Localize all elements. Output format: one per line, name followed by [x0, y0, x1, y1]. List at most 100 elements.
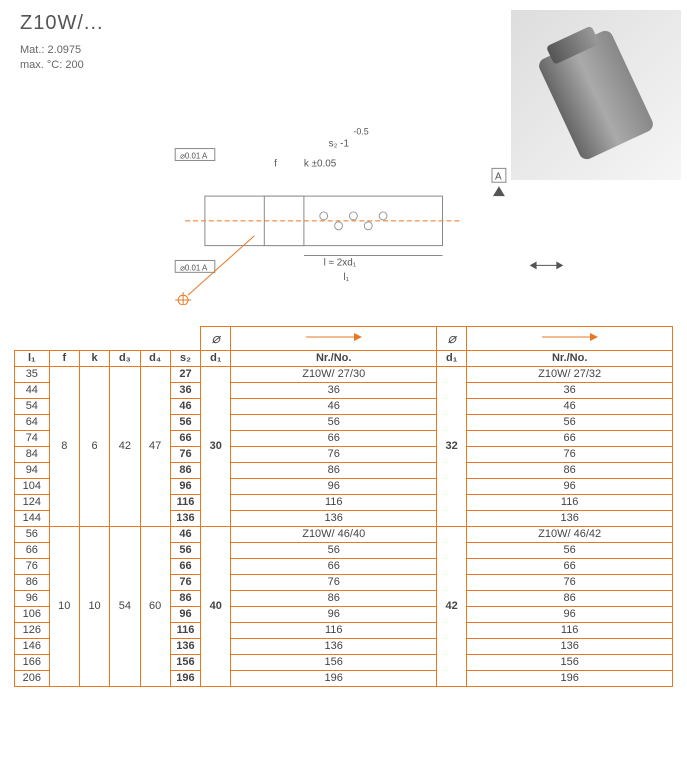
- cell-f: 10: [49, 526, 79, 686]
- svg-text:-0.5: -0.5: [353, 127, 368, 137]
- cell-d4: 47: [140, 366, 170, 526]
- max-temp-label: max. °C:: [20, 59, 62, 71]
- cell-s2: 66: [170, 430, 200, 446]
- col-header: d₄: [140, 350, 170, 366]
- cell-nra: 156: [231, 654, 437, 670]
- cell-nra: 66: [231, 430, 437, 446]
- cell-nrb: 196: [467, 670, 673, 686]
- cell-nrb: 66: [467, 558, 673, 574]
- cell-nra: 86: [231, 462, 437, 478]
- cell-l1: 206: [15, 670, 50, 686]
- cell-nrb: 86: [467, 462, 673, 478]
- arrow-icon: [231, 326, 437, 350]
- col-header: d₃: [110, 350, 140, 366]
- cell-d1a: 30: [201, 366, 231, 526]
- cell-d1a: 40: [201, 526, 231, 686]
- svg-text:⌀0.01 A: ⌀0.01 A: [180, 263, 208, 272]
- cell-l1: 56: [15, 526, 50, 542]
- cell-s2: 46: [170, 526, 200, 542]
- cell-nrb: 156: [467, 654, 673, 670]
- cell-s2: 116: [170, 494, 200, 510]
- cell-nra: 46: [231, 398, 437, 414]
- cell-nra: 36: [231, 382, 437, 398]
- cell-s2: 56: [170, 414, 200, 430]
- col-header: Nr./No.: [231, 350, 437, 366]
- cell-s2: 116: [170, 622, 200, 638]
- cell-nra: 136: [231, 510, 437, 526]
- cell-l1: 54: [15, 398, 50, 414]
- cell-nra: 196: [231, 670, 437, 686]
- cell-s2: 96: [170, 478, 200, 494]
- svg-text:A: A: [495, 171, 502, 182]
- svg-text:l₁: l₁: [344, 272, 350, 283]
- cell-d3: 42: [110, 366, 140, 526]
- cell-l1: 64: [15, 414, 50, 430]
- col-header: l₁: [15, 350, 50, 366]
- cell-s2: 66: [170, 558, 200, 574]
- cell-k: 6: [79, 366, 109, 526]
- cell-l1: 96: [15, 590, 50, 606]
- cell-l1: 86: [15, 574, 50, 590]
- cell-nra: 96: [231, 478, 437, 494]
- cell-nrb: 116: [467, 622, 673, 638]
- svg-text:k ±0.05: k ±0.05: [304, 158, 337, 169]
- max-temp-value: 200: [65, 59, 83, 71]
- cell-s2: 156: [170, 654, 200, 670]
- cell-nra: Z10W/ 46/40: [231, 526, 437, 542]
- cell-s2: 76: [170, 446, 200, 462]
- diameter-symbol: ⌀: [437, 326, 467, 350]
- cell-l1: 35: [15, 366, 50, 382]
- cell-nrb: 116: [467, 494, 673, 510]
- cell-nrb: 96: [467, 606, 673, 622]
- cell-s2: 196: [170, 670, 200, 686]
- cell-nra: 56: [231, 414, 437, 430]
- cell-l1: 106: [15, 606, 50, 622]
- cell-nra: 136: [231, 638, 437, 654]
- cell-s2: 56: [170, 542, 200, 558]
- diameter-symbol: ⌀: [201, 326, 231, 350]
- cell-s2: 46: [170, 398, 200, 414]
- cell-l1: 74: [15, 430, 50, 446]
- cell-nra: 96: [231, 606, 437, 622]
- cell-nra: 76: [231, 574, 437, 590]
- cell-s2: 76: [170, 574, 200, 590]
- arrow-icon: [467, 326, 673, 350]
- col-header: k: [79, 350, 109, 366]
- svg-text:⌀0.01 A: ⌀0.01 A: [180, 151, 208, 160]
- cell-l1: 144: [15, 510, 50, 526]
- cell-l1: 94: [15, 462, 50, 478]
- cell-s2: 86: [170, 590, 200, 606]
- cell-s2: 86: [170, 462, 200, 478]
- cell-l1: 66: [15, 542, 50, 558]
- cell-s2: 36: [170, 382, 200, 398]
- cell-k: 10: [79, 526, 109, 686]
- mat-label: Mat.:: [20, 44, 44, 56]
- cell-nrb: 136: [467, 510, 673, 526]
- cell-nra: 66: [231, 558, 437, 574]
- cell-nra: 116: [231, 622, 437, 638]
- cell-l1: 44: [15, 382, 50, 398]
- col-header: d₁: [437, 350, 467, 366]
- cell-d4: 60: [140, 526, 170, 686]
- cell-l1: 124: [15, 494, 50, 510]
- cell-nra: 86: [231, 590, 437, 606]
- cell-nrb: 76: [467, 446, 673, 462]
- col-header: Nr./No.: [467, 350, 673, 366]
- cell-s2: 27: [170, 366, 200, 382]
- cell-d1b: 32: [437, 366, 467, 526]
- svg-text:f: f: [274, 158, 277, 169]
- cell-nra: Z10W/ 27/30: [231, 366, 437, 382]
- cell-s2: 136: [170, 510, 200, 526]
- cell-nrb: 46: [467, 398, 673, 414]
- cell-l1: 126: [15, 622, 50, 638]
- col-header: s₂: [170, 350, 200, 366]
- cell-nrb: 136: [467, 638, 673, 654]
- mat-value: 2.0975: [48, 44, 82, 56]
- cell-nrb: 56: [467, 414, 673, 430]
- cell-nrb: Z10W/ 27/32: [467, 366, 673, 382]
- cell-f: 8: [49, 366, 79, 526]
- svg-text:s₂ -1: s₂ -1: [329, 138, 350, 149]
- cell-nrb: 66: [467, 430, 673, 446]
- cell-s2: 96: [170, 606, 200, 622]
- cell-d3: 54: [110, 526, 140, 686]
